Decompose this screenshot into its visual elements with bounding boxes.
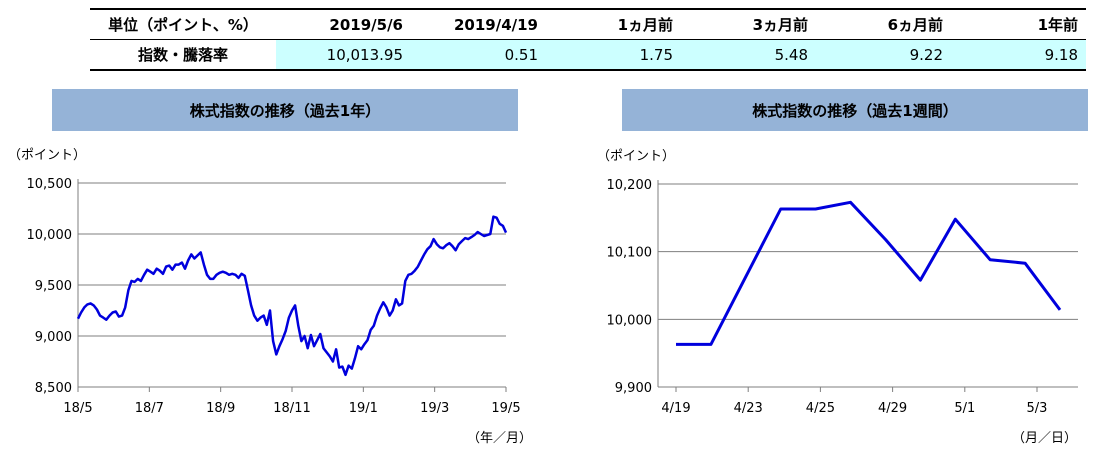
- chart-1y-y-tick-label: 10,000: [27, 228, 73, 243]
- chart-1w-series-line: [676, 200, 1062, 346]
- chart-1y-x-tick-label: 18/7: [135, 401, 164, 416]
- chart-1w-x-tick-label: 4/23: [734, 401, 763, 416]
- chart-1y-y-tick-label: 9,000: [35, 330, 72, 345]
- chart-1w-x-tick-label: 4/19: [661, 401, 690, 416]
- chart-1w-y-tick-label: 10,000: [607, 313, 653, 328]
- chart-1y-series-line: [76, 215, 508, 377]
- chart-1y-x-tick-label: 19/1: [349, 401, 378, 416]
- header-3m: 3ヵ月前: [681, 8, 816, 40]
- value-current: 10,013.95: [276, 39, 411, 71]
- chart-title-1y: 株式指数の推移（過去1年）: [52, 89, 518, 131]
- unit-header: 単位（ポイント、%）: [90, 8, 276, 40]
- chart-1y-x-tick-label: 18/9: [206, 401, 235, 416]
- chart-1w-y-tick-label: 10,100: [607, 246, 653, 261]
- value-1y: 9.18: [951, 39, 1086, 71]
- chart-1w-y-tick-label: 10,200: [607, 178, 653, 193]
- summary-table: 単位（ポイント、%） 2019/5/6 2019/4/19 1ヵ月前 3ヵ月前 …: [90, 8, 1086, 71]
- chart-1w-x-tick-label: 5/1: [954, 401, 975, 416]
- value-prev: 0.51: [411, 39, 546, 71]
- value-6m: 9.22: [816, 39, 951, 71]
- chart-1w-y-tick-label: 9,900: [615, 381, 652, 396]
- value-1m: 1.75: [546, 39, 681, 71]
- chart-1w-y-axis-label: （ポイント）: [597, 149, 675, 164]
- chart-title-1w: 株式指数の推移（過去1週間）: [622, 89, 1088, 131]
- value-3m: 5.48: [681, 39, 816, 71]
- header-current-date: 2019/5/6: [276, 8, 411, 40]
- chart-1y-y-tick-label: 10,500: [27, 177, 73, 192]
- header-1y: 1年前: [951, 8, 1086, 40]
- chart-1w-x-axis-label: （月／日）: [1012, 431, 1077, 446]
- chart-1y-y-axis-label: （ポイント）: [8, 148, 86, 163]
- chart-1y-x-tick-label: 19/5: [491, 401, 520, 416]
- chart-1y-x-tick-label: 19/3: [420, 401, 449, 416]
- chart-1w-x-tick-label: 4/25: [806, 401, 835, 416]
- chart-1w-x-tick-label: 4/29: [878, 401, 907, 416]
- chart-1y-y-tick-label: 9,500: [35, 279, 72, 294]
- chart-1y-x-tick-label: 18/11: [273, 401, 310, 416]
- chart-1w-x-tick-label: 5/3: [1027, 401, 1048, 416]
- header-1m: 1ヵ月前: [546, 8, 681, 40]
- header-prev-date: 2019/4/19: [411, 8, 546, 40]
- chart-1y-y-tick-label: 8,500: [35, 381, 72, 396]
- header-6m: 6ヵ月前: [816, 8, 951, 40]
- chart-1y-x-axis-label: （年／月）: [467, 431, 532, 446]
- chart-1y-x-tick-label: 18/5: [63, 401, 92, 416]
- summary-values-row: 指数・騰落率 10,013.95 0.51 1.75 5.48 9.22 9.1…: [90, 39, 1086, 71]
- summary-header-row: 単位（ポイント、%） 2019/5/6 2019/4/19 1ヵ月前 3ヵ月前 …: [90, 8, 1086, 40]
- row-label: 指数・騰落率: [90, 39, 276, 71]
